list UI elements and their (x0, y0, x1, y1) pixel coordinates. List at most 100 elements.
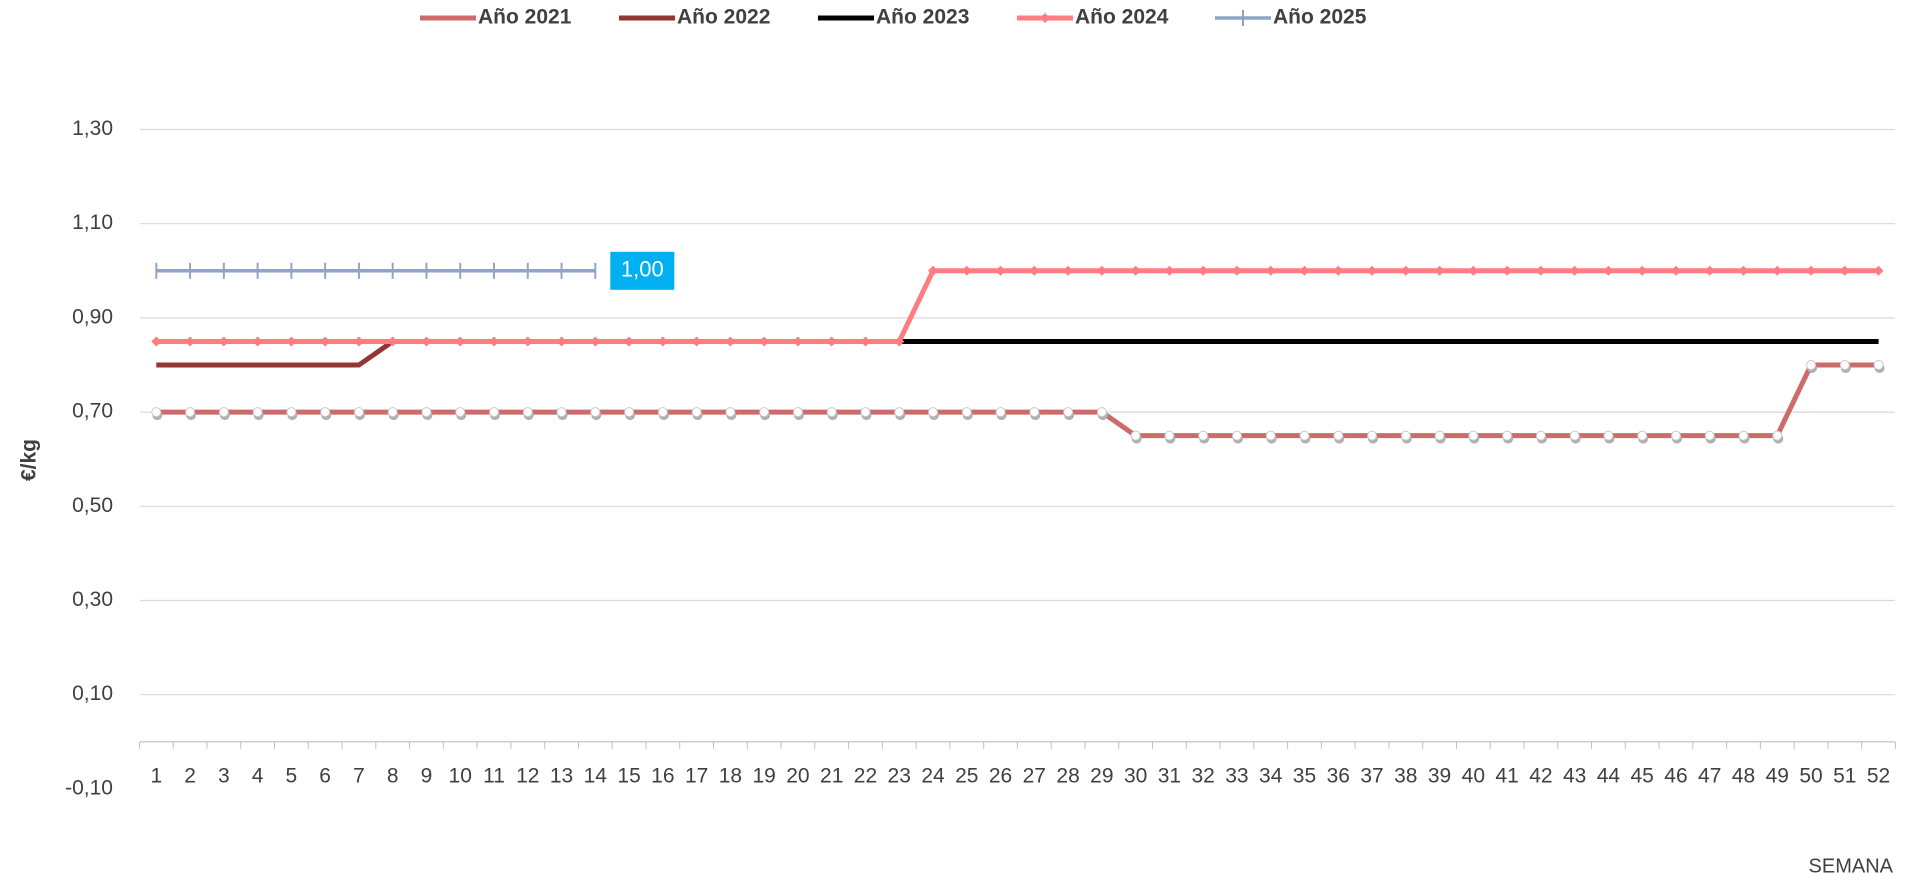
marker (1029, 265, 1040, 276)
marker (1063, 265, 1074, 276)
marker (387, 407, 398, 418)
x-tick-label: 50 (1799, 765, 1822, 788)
marker (1738, 430, 1749, 441)
x-tick-label: 23 (888, 765, 911, 788)
marker (353, 336, 364, 347)
marker (185, 336, 196, 347)
marker (860, 336, 871, 347)
marker (1535, 430, 1546, 441)
x-tick-label: 2 (184, 765, 196, 788)
x-tick-label: 43 (1563, 765, 1586, 788)
marker (1569, 430, 1580, 441)
marker (1063, 407, 1074, 418)
marker (1873, 360, 1884, 370)
marker (1333, 265, 1344, 276)
marker (1603, 430, 1614, 441)
x-tick-label: 47 (1698, 765, 1721, 788)
marker (1873, 265, 1884, 276)
x-tick-label: 13 (550, 765, 573, 788)
marker (725, 407, 736, 418)
x-tick-label: 28 (1056, 765, 1079, 788)
marker (691, 407, 702, 418)
marker (522, 407, 533, 418)
marker (725, 336, 736, 347)
marker (455, 407, 466, 418)
marker (1299, 265, 1310, 276)
marker (455, 336, 466, 347)
x-tick-label: 16 (651, 765, 674, 788)
x-tick-label: 3 (218, 765, 230, 788)
y-tick-label: 0,30 (72, 588, 113, 611)
y-tick-label: 1,30 (72, 117, 113, 140)
marker (286, 336, 297, 347)
x-tick-label: 49 (1766, 765, 1789, 788)
marker (218, 336, 229, 347)
x-tick-label: 39 (1428, 765, 1451, 788)
marker (1738, 265, 1749, 276)
x-tick-label: 4 (252, 765, 264, 788)
marker (1772, 265, 1783, 276)
x-tick-label: 30 (1124, 765, 1147, 788)
x-tick-label: 20 (786, 765, 809, 788)
marker (1839, 360, 1850, 370)
marker (1198, 265, 1209, 276)
marker (1670, 265, 1681, 276)
marker (1670, 430, 1681, 441)
marker (1130, 430, 1141, 441)
marker (1029, 407, 1040, 418)
x-tick-label: 27 (1023, 765, 1046, 788)
marker (590, 336, 601, 347)
x-tick-label: 18 (719, 765, 742, 788)
marker (1265, 265, 1276, 276)
x-tick-label: 31 (1158, 765, 1181, 788)
marker (1603, 265, 1614, 276)
marker (1704, 430, 1715, 441)
legend-label: Año 2025 (1273, 6, 1367, 29)
marker (556, 336, 567, 347)
marker (1806, 360, 1817, 370)
x-tick-label: 8 (387, 765, 399, 788)
marker (826, 336, 837, 347)
marker (151, 336, 162, 347)
x-tick-label: 26 (989, 765, 1012, 788)
marker (1502, 265, 1513, 276)
marker (792, 336, 803, 347)
marker (657, 407, 668, 418)
x-tick-label: 38 (1394, 765, 1417, 788)
marker (995, 407, 1006, 418)
x-tick-label: 48 (1732, 765, 1755, 788)
marker (489, 407, 499, 418)
marker (961, 265, 972, 276)
y-tick-label: 0,90 (72, 305, 113, 328)
x-tick-label: 35 (1293, 765, 1316, 788)
marker (489, 336, 499, 347)
x-tick-label: 34 (1259, 765, 1283, 788)
marker (252, 336, 263, 347)
marker (1637, 265, 1648, 276)
marker (928, 265, 939, 276)
marker (218, 407, 229, 418)
x-tick-label: 40 (1462, 765, 1485, 788)
y-tick-label: -0,10 (65, 776, 113, 799)
x-tick-label: 44 (1597, 765, 1621, 788)
marker (522, 336, 533, 347)
legend-label: Año 2024 (1075, 6, 1169, 29)
x-tick-label: 6 (319, 765, 331, 788)
marker (1637, 430, 1648, 441)
marker (995, 265, 1006, 276)
x-tick-label: 42 (1529, 765, 1552, 788)
legend-label: Año 2023 (876, 6, 969, 29)
marker (320, 407, 331, 418)
y-tick-label: 0,10 (72, 682, 113, 705)
marker (286, 407, 297, 418)
series-line (156, 268, 1879, 344)
marker (759, 336, 770, 347)
y-tick-label: 0,50 (72, 494, 113, 517)
marker (1096, 265, 1107, 276)
x-tick-label: 29 (1090, 765, 1113, 788)
x-tick-label: 51 (1833, 765, 1856, 788)
x-tick-label: 46 (1664, 765, 1687, 788)
marker (1164, 265, 1175, 276)
marker (1231, 265, 1242, 276)
